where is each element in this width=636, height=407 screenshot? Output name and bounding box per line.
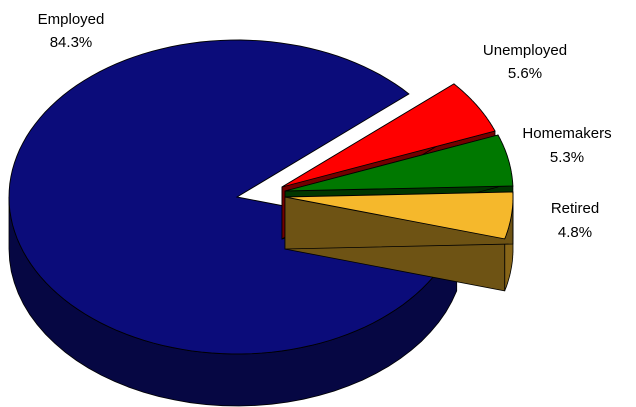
value-label-employed: 84.3% (50, 34, 93, 51)
label-unemployed: Unemployed (483, 42, 567, 59)
label-employed: Employed (38, 11, 105, 28)
value-label-unemployed: 5.6% (508, 65, 542, 82)
slice-top (284, 134, 514, 192)
value-label-homemakers: 5.3% (550, 149, 584, 166)
pie-slice-employed (8, 39, 458, 407)
pie-slice-retired (284, 191, 514, 292)
slice-top (281, 83, 496, 188)
slice-top (8, 39, 458, 355)
label-homemakers: Homemakers (522, 125, 611, 142)
label-retired: Retired (551, 200, 599, 217)
value-label-retired: 4.8% (558, 224, 592, 241)
slice-top (284, 191, 514, 240)
